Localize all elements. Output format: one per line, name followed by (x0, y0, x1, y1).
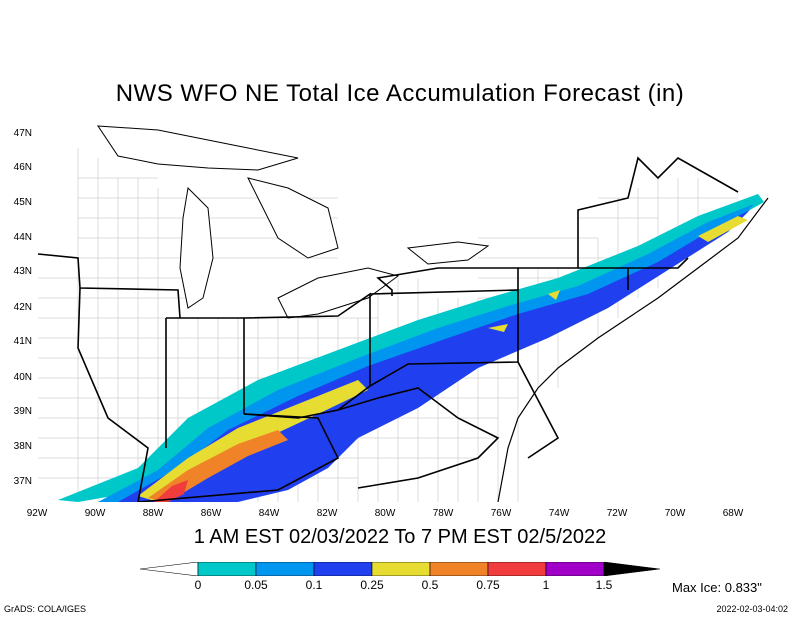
coastline (497, 197, 769, 502)
lat-label-43: 43N (13, 266, 32, 277)
legend-label-3: 0.25 (360, 578, 384, 592)
lon-label-68: 68W (722, 508, 744, 519)
color-legend (139, 561, 661, 581)
forecast-date-range: 1 AM EST 02/03/2022 To 7 PM EST 02/5/202… (193, 526, 607, 548)
map-title: NWS WFO NE Total Ice Accumulation Foreca… (115, 80, 685, 107)
lon-label-74: 74W (548, 508, 570, 519)
legend-label-6: 1 (542, 578, 550, 592)
lat-label-41: 41N (13, 336, 32, 347)
legend-label-0: 0 (194, 578, 202, 592)
generation-timestamp: 2022-02-03-04:02 (716, 604, 788, 614)
legend-label-4: 0.5 (421, 578, 439, 592)
lat-label-44: 44N (13, 232, 32, 243)
lat-label-42: 42N (13, 302, 32, 313)
lon-label-90: 90W (84, 508, 106, 519)
legend-swatch-0 (139, 561, 199, 577)
lon-label-82: 82W (316, 508, 338, 519)
lat-label-37: 37N (13, 476, 32, 487)
ice-band-red (154, 480, 188, 502)
lon-label-84: 84W (258, 508, 280, 519)
lat-label-40: 40N (13, 372, 32, 383)
legend-swatch-4 (371, 561, 431, 577)
lon-label-86: 86W (200, 508, 222, 519)
lon-label-80: 80W (374, 508, 396, 519)
lon-label-70: 70W (664, 508, 686, 519)
great-lakes (97, 125, 490, 319)
lon-label-92: 92W (26, 508, 48, 519)
ice-accumulation-map (38, 118, 772, 502)
lat-label-46: 46N (13, 162, 32, 173)
legend-swatch-8 (603, 561, 661, 577)
max-ice-readout: Max Ice: 0.833" (672, 580, 762, 595)
legend-label-1: 0.05 (244, 578, 268, 592)
legend-swatch-5 (429, 561, 489, 577)
lat-label-47: 47N (13, 128, 32, 139)
legend-swatch-3 (313, 561, 373, 577)
grads-credit: GrADS: COLA/IGES (4, 604, 87, 614)
lon-label-78: 78W (432, 508, 454, 519)
lon-label-72: 72W (606, 508, 628, 519)
legend-label-5: 0.75 (476, 578, 500, 592)
legend-swatch-1 (197, 561, 257, 577)
legend-swatch-2 (255, 561, 315, 577)
lon-label-88: 88W (142, 508, 164, 519)
lon-label-76: 76W (490, 508, 512, 519)
state-borders (38, 156, 739, 502)
lat-label-38: 38N (13, 441, 32, 452)
lat-label-39: 39N (13, 406, 32, 417)
legend-swatch-6 (487, 561, 547, 577)
lat-label-45: 45N (13, 197, 32, 208)
legend-swatch-7 (545, 561, 605, 577)
legend-label-2: 0.1 (305, 578, 323, 592)
legend-label-7: 1.5 (595, 578, 613, 592)
